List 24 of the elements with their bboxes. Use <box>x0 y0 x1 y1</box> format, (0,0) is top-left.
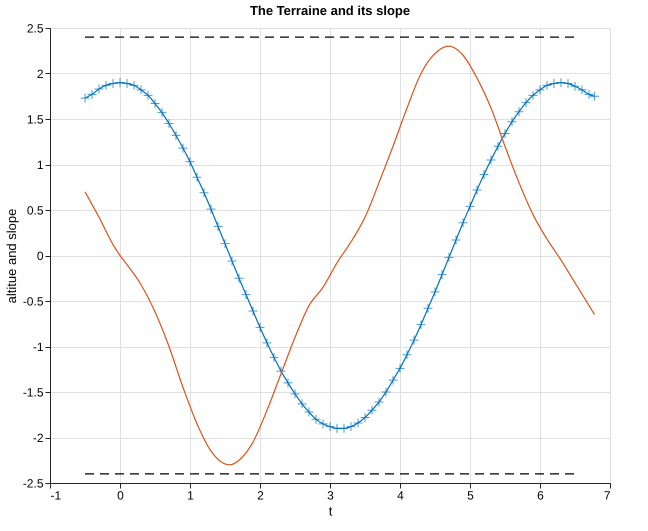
chart-title: The Terraine and its slope <box>250 3 410 18</box>
y-tick-label: -2.5 <box>22 476 44 490</box>
y-tick-label: -2 <box>32 431 44 445</box>
x-tick-label: 0 <box>117 488 124 502</box>
y-tick-label: 2.5 <box>26 22 44 36</box>
y-tick-label: -0.5 <box>22 294 44 308</box>
y-tick-label: 0.5 <box>26 204 44 218</box>
y-tick-label: 2 <box>36 67 44 81</box>
y-axis-title: altitue and slope <box>4 208 19 304</box>
x-tick-label: 7 <box>604 488 611 502</box>
x-tick-label: -1 <box>50 488 62 502</box>
y-tick-label: -1 <box>32 340 44 354</box>
y-tick-label: 1 <box>36 158 44 172</box>
x-tick-label: 4 <box>397 488 404 502</box>
x-tick-label: 3 <box>327 488 334 502</box>
x-axis-title: t <box>328 504 333 518</box>
x-tick-label: 1 <box>187 488 194 502</box>
x-tick-label: 2 <box>257 488 264 502</box>
x-tick-label: 5 <box>467 488 474 502</box>
y-tick-label: -1.5 <box>22 386 44 400</box>
x-tick-label: 6 <box>537 488 544 502</box>
line-series <box>84 46 596 466</box>
y-tick-label: 0 <box>36 249 44 263</box>
y-tick-label: 1.5 <box>26 112 44 126</box>
